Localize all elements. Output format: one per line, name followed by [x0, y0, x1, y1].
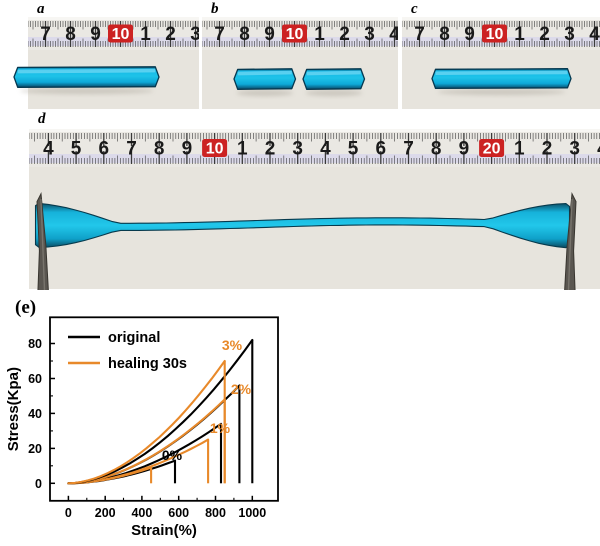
svg-text:2: 2	[339, 24, 350, 45]
svg-text:7: 7	[40, 24, 51, 45]
svg-text:Stress(Kpa): Stress(Kpa)	[5, 367, 22, 451]
svg-text:1: 1	[514, 24, 525, 45]
svg-text:7: 7	[414, 24, 425, 45]
svg-text:4: 4	[389, 24, 398, 45]
svg-text:7: 7	[214, 24, 225, 45]
svg-text:8: 8	[65, 24, 76, 45]
svg-text:3: 3	[569, 139, 580, 160]
svg-text:3: 3	[190, 24, 199, 45]
svg-text:3: 3	[292, 139, 303, 160]
svg-text:2: 2	[265, 139, 276, 160]
svg-text:1: 1	[314, 24, 325, 45]
svg-text:8: 8	[439, 24, 450, 45]
svg-text:10: 10	[486, 26, 504, 43]
svg-text:4: 4	[589, 24, 600, 45]
svg-text:800: 800	[205, 506, 226, 520]
svg-text:Strain(%): Strain(%)	[131, 522, 197, 539]
svg-text:9: 9	[264, 24, 275, 45]
svg-text:9: 9	[90, 24, 101, 45]
svg-text:10: 10	[206, 141, 224, 158]
svg-text:0%: 0%	[162, 447, 183, 463]
svg-text:6: 6	[376, 139, 387, 160]
svg-text:1: 1	[237, 139, 248, 160]
svg-text:4: 4	[320, 139, 331, 160]
svg-text:8: 8	[431, 139, 442, 160]
svg-text:8: 8	[154, 139, 165, 160]
svg-text:10: 10	[286, 26, 304, 43]
svg-text:2%: 2%	[231, 381, 252, 397]
svg-text:1: 1	[514, 139, 525, 160]
svg-text:2: 2	[165, 24, 176, 45]
svg-text:5: 5	[71, 139, 82, 160]
svg-text:80: 80	[28, 337, 42, 351]
svg-text:9: 9	[459, 139, 470, 160]
svg-text:200: 200	[95, 506, 116, 520]
svg-text:400: 400	[131, 506, 152, 520]
svg-text:original: original	[108, 330, 160, 346]
svg-text:7: 7	[403, 139, 414, 160]
svg-text:3%: 3%	[222, 337, 243, 353]
svg-text:1%: 1%	[210, 420, 231, 436]
svg-text:7: 7	[126, 139, 137, 160]
svg-text:60: 60	[28, 372, 42, 386]
svg-text:0: 0	[65, 506, 72, 520]
svg-text:8: 8	[239, 24, 250, 45]
svg-text:5: 5	[348, 139, 359, 160]
svg-text:20: 20	[28, 442, 42, 456]
svg-text:3: 3	[364, 24, 375, 45]
svg-text:healing 30s: healing 30s	[108, 356, 187, 372]
svg-text:10: 10	[112, 26, 130, 43]
svg-text:2: 2	[539, 24, 550, 45]
svg-text:2: 2	[542, 139, 553, 160]
svg-text:0: 0	[35, 477, 42, 491]
svg-text:1: 1	[140, 24, 151, 45]
svg-text:4: 4	[43, 139, 54, 160]
svg-text:3: 3	[564, 24, 575, 45]
svg-text:9: 9	[182, 139, 193, 160]
svg-text:40: 40	[28, 407, 42, 421]
svg-text:20: 20	[483, 141, 501, 158]
svg-text:1000: 1000	[238, 506, 266, 520]
svg-text:6: 6	[99, 139, 110, 160]
svg-text:600: 600	[168, 506, 189, 520]
svg-text:9: 9	[464, 24, 475, 45]
